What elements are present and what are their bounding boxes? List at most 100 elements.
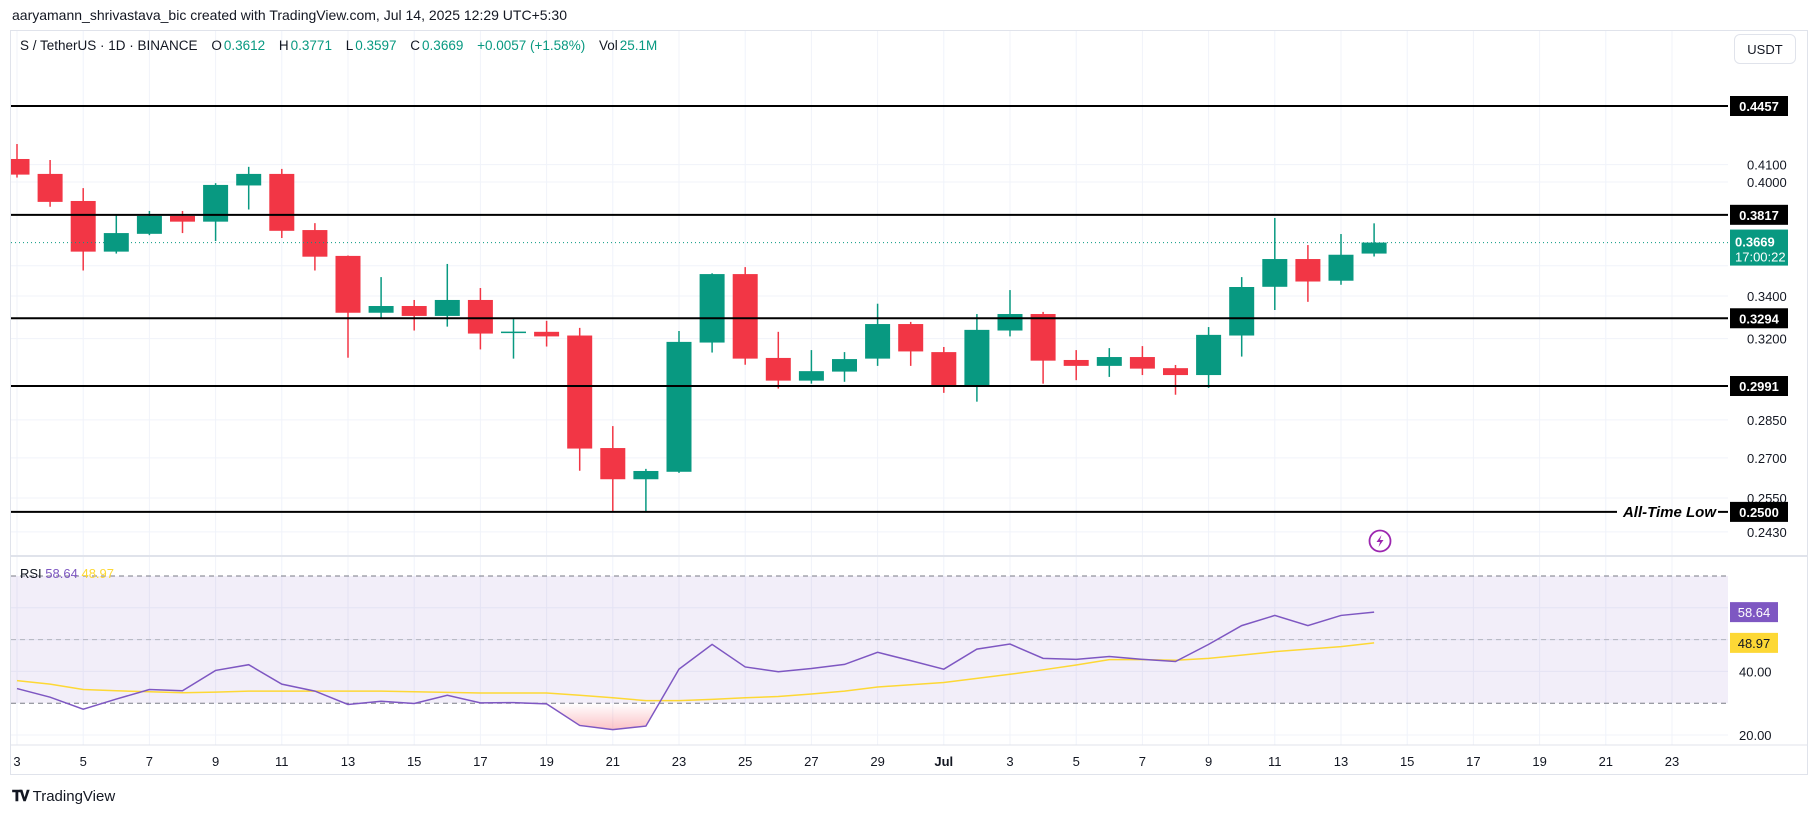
candle-jul-11 [1262,217,1288,311]
candle-jun-19 [534,320,560,347]
candle-body [501,331,526,334]
candle-jul-4 [1030,311,1056,384]
candle-jun-6 [103,214,129,254]
candle-body [798,371,824,381]
candle-jun-23 [666,330,692,473]
candle-body [666,341,692,472]
lightning-circle-icon[interactable] [1368,529,1392,553]
candle-jul-6 [1096,348,1122,377]
last-price-box [1730,229,1788,266]
time-tick-label: 13 [341,754,355,769]
rsi-title[interactable]: RSI [20,566,42,581]
close-label: C [410,38,421,53]
time-tick-label: 17 [1466,754,1480,769]
tradingview-logo-icon: 𝐓𝐕 [12,788,30,805]
symbol-name[interactable]: S / TetherUS · 1D · BINANCE [20,38,198,53]
candle-body [1229,287,1255,336]
candle-jun-13 [335,255,361,358]
chart-frame [10,30,1808,775]
rsi-tick-label: 20.00 [1739,728,1772,743]
annotations: All-Time Low [1622,504,1728,521]
currency-button[interactable]: USDT [1734,34,1796,64]
candle-jun-3 [11,144,30,178]
level-price-label: 0.2500 [1739,505,1779,520]
candle-body [765,357,791,381]
rsi-oversold-fill [545,703,660,730]
candle-body [11,158,30,175]
time-tick-label: 3 [13,754,20,769]
rsi-line [16,611,1375,731]
candle-body [534,331,560,337]
candle-jul-1 [931,346,957,393]
time-tick-label: 21 [606,754,620,769]
candle-body [467,299,493,334]
time-tick-label: 5 [80,754,87,769]
candle-jul-7 [1129,346,1155,376]
grid-lines [11,31,1728,745]
time-tick-label: 5 [1073,754,1080,769]
candle-body [1262,259,1288,287]
candle-jun-14 [368,277,394,319]
candle-jun-22 [633,468,659,512]
candle-body [236,173,262,186]
level-price-box [1730,376,1788,397]
candle-body [1328,254,1354,281]
price-axis[interactable]: 0.4100 0.4000 0.3400 0.3200 0.2850 0.2700 0.25… [1730,96,1788,540]
low-label: L [345,38,354,53]
change-value: +0.0057 (+1.58%) [477,38,586,53]
candle-body [1295,259,1321,282]
bar-countdown-label: 17:00:22 [1735,250,1786,265]
candle-jun-9 [203,183,229,242]
candle-body [37,173,63,202]
rsi-legend: RSI 58.64 48.97 [20,566,114,581]
candle-body [368,306,394,313]
level-price-box [1730,501,1788,522]
candle-jun-29 [865,303,891,366]
candle-jun-25 [732,267,758,365]
candle-body [600,448,626,480]
candle-body [136,215,162,234]
rsi-axis[interactable]: 40.00 20.00 58.64 48.97 [1730,602,1778,743]
volume-value: 25.1M [619,38,658,53]
candle-jun-20 [567,327,593,471]
time-tick-label: 27 [804,754,818,769]
symbol-legend: S / TetherUS · 1D · BINANCE O 0.3612 H 0.3… [20,38,659,53]
candle-body [302,230,328,257]
rsi-pane [11,575,1728,731]
rsi-ma-value-label: 48.97 [1738,636,1771,651]
time-tick-label: 9 [1205,754,1212,769]
candle-body [70,200,96,252]
time-tick-label: 7 [1139,754,1146,769]
time-tick-label: 17 [473,754,487,769]
candle-jul-13 [1328,234,1354,285]
level-price-label: 0.3817 [1739,208,1779,223]
rsi-value-box [1730,602,1778,623]
candle-jun-16 [434,263,460,327]
candle-body [170,215,195,222]
open-value: 0.3612 [223,38,266,53]
price-tick-label: 0.3200 [1747,332,1787,347]
level-price-label: 0.3294 [1739,311,1780,326]
candle-body [1096,357,1122,366]
time-tick-label: 19 [1532,754,1546,769]
time-tick-label: 15 [407,754,421,769]
candle-body [1063,359,1089,366]
time-tick-label: 23 [1665,754,1679,769]
time-tick-label: Jul [934,754,953,769]
candle-jun-26 [765,331,791,389]
price-pane [11,105,1728,513]
candle-body [335,255,361,313]
time-axis[interactable]: 3 5 7 9 11 13 15 17 19 21 23 25 27 29 Jul 3 5 7 9 11 13 15 17 1… [13,754,1679,769]
rsi-ma-value-box [1730,632,1778,653]
candle-jul-9 [1196,327,1222,388]
time-tick-label: 19 [539,754,553,769]
candle-body [269,173,295,231]
candle-jun-27 [798,350,824,384]
candle-body [964,329,990,387]
candle-jun-15 [401,299,427,331]
candle-jul-12 [1295,245,1321,302]
candle-jul-5 [1063,350,1089,381]
candle-jul-14 [1361,223,1387,257]
candle-body [1361,242,1387,254]
